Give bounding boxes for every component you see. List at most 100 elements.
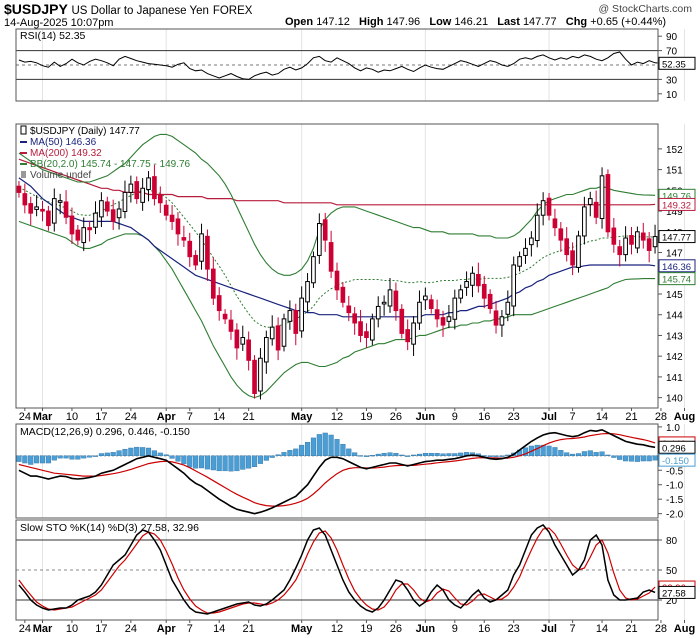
xaxis-top-tick-label: 17: [95, 411, 107, 423]
candle-body: [399, 308, 405, 334]
price-legend-entry: BB(20,2.0) 145.74 - 147.75 - 149.76: [30, 159, 191, 170]
macd-histogram-bar: [187, 455, 193, 468]
candle-body: [534, 214, 540, 242]
xaxis-top-tick-label: May: [291, 411, 313, 423]
macd-histogram-bar: [128, 447, 134, 457]
sto-current-tag: 27.58: [662, 588, 686, 599]
macd-tick-label: 1.0: [666, 423, 680, 434]
candle-body: [210, 268, 216, 299]
macd-frame: [15, 423, 659, 519]
candle-body: [34, 206, 39, 210]
candle-body: [234, 329, 240, 349]
candle-body: [470, 272, 475, 286]
candle-body: [163, 204, 169, 216]
candle-body: [293, 310, 299, 334]
xaxis-bottom-tick-label: May: [291, 623, 313, 635]
xaxis-top-tick-label: Mar: [33, 411, 53, 423]
symbol: $USDJPY: [4, 1, 68, 17]
macd-histogram-bar: [575, 453, 582, 457]
candle-body: [346, 305, 352, 314]
xaxis-bottom-tick-label: 24: [125, 623, 137, 635]
macd-tick-label: -1.5: [666, 495, 684, 506]
macd-histogram-bar: [275, 454, 281, 457]
macd-histogram-bar: [387, 452, 393, 457]
macd-histogram-bar: [175, 455, 181, 462]
macd-legend: MACD(12,26,9) 0.296, 0.446, -0.150: [20, 426, 190, 438]
macd-histogram-bar: [570, 453, 576, 457]
macd-histogram-bar: [222, 455, 228, 472]
price-legend-entry: MA(50) 146.36: [30, 137, 97, 148]
macd-histogram-bar: [246, 455, 252, 469]
macd-histogram-bar: [587, 450, 593, 457]
macd-histogram-bar: [381, 453, 387, 457]
xaxis-top-tick-label: 26: [390, 411, 402, 423]
price-tick-label: 149: [666, 207, 683, 218]
candle-body: [287, 310, 293, 322]
xaxis-top-tick-label: Jun: [416, 411, 436, 423]
macd-histogram-bar: [363, 455, 370, 457]
candle-body: [104, 201, 110, 212]
candle-body: [328, 242, 334, 272]
candle-body: [375, 305, 381, 320]
ohlc-summary: Open 147.12 High 147.96 Low 146.21 Last …: [285, 16, 666, 28]
rsi-current-tag-box: [658, 56, 696, 70]
candle-body: [275, 325, 281, 351]
candle-body: [358, 321, 363, 336]
macd-histogram-bar: [98, 453, 104, 457]
candle-body: [411, 322, 416, 345]
macd-histogram-bar: [116, 450, 122, 457]
price-value-tag: 145.74: [662, 275, 691, 286]
candle-body: [81, 227, 87, 244]
candle-body: [582, 206, 587, 237]
candle-body: [216, 295, 222, 312]
candle-body: [99, 200, 104, 218]
candle-body: [87, 227, 92, 231]
macd-histogram-bar: [346, 448, 352, 457]
candle-body: [57, 200, 63, 203]
macd-histogram-bar: [458, 452, 464, 457]
xaxis-top-tick-label: 7: [570, 411, 576, 423]
xaxis-bottom-tick-label: 14: [213, 623, 225, 635]
xaxis-top-tick-label: 14: [596, 411, 608, 423]
macd-histogram-bar: [581, 451, 587, 457]
macd-tick-label: -2.0: [666, 510, 684, 521]
candle-body: [222, 313, 228, 320]
macd-histogram-bar: [564, 452, 570, 457]
price-value-tag: 149.76: [662, 191, 691, 202]
sto-d-line: [18, 527, 656, 614]
candle-body: [446, 316, 452, 322]
macd-histogram-bar: [75, 455, 81, 460]
candle-body: [93, 212, 98, 228]
macd-histogram-bar: [452, 453, 458, 457]
candle-body: [458, 289, 464, 299]
price-tick-label: 151: [666, 166, 683, 177]
bb-middle-line: [18, 186, 656, 328]
candle-body: [423, 295, 428, 301]
macd-histogram-bar: [422, 453, 428, 457]
macd-histogram-bar: [304, 442, 311, 457]
xaxis-bottom-tick-label: 7: [570, 623, 576, 635]
macd-histogram-bar: [316, 434, 322, 457]
candle-body: [16, 185, 22, 193]
candle-body: [652, 236, 658, 248]
price-value-tag: 146.36: [662, 262, 691, 273]
macd-histogram-bar: [110, 452, 116, 457]
candle-body: [487, 293, 493, 309]
price-value-tag: 147.77: [662, 233, 691, 244]
chart-title: $USDJPY US Dollar to Japanese Yen FOREX: [4, 1, 252, 17]
macd-histogram-bar: [269, 455, 275, 458]
macd-histogram-bar: [652, 455, 658, 461]
macd-histogram-bar: [640, 455, 646, 462]
xaxis-top-tick-label: 23: [508, 411, 520, 423]
candle-body: [493, 310, 499, 326]
candle-body: [28, 203, 34, 214]
macd-histogram-bar: [628, 455, 635, 462]
macd-histogram-bar: [257, 455, 263, 464]
macd-histogram-bar: [493, 455, 499, 458]
candle-body: [387, 289, 393, 307]
candle-body: [169, 214, 175, 222]
macd-histogram-bar: [428, 453, 434, 457]
macd-current-tag: -0.150: [662, 456, 689, 467]
macd-histogram-bar: [440, 453, 446, 457]
candle-body: [46, 210, 51, 227]
